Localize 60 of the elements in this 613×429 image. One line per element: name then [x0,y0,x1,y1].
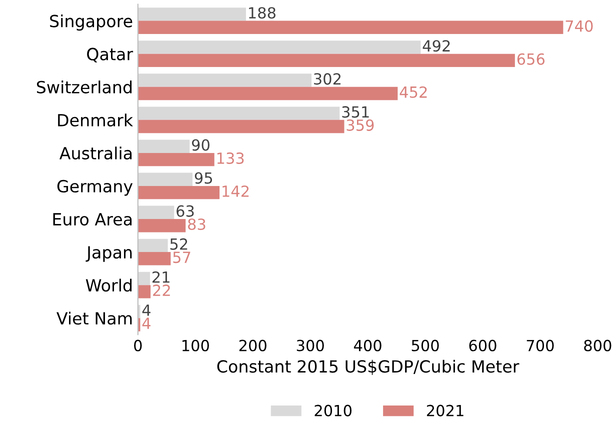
bar [138,152,214,166]
bar [138,74,312,87]
data-label: 142 [222,185,249,197]
data-label: 57 [173,252,190,264]
bar [138,219,186,232]
data-label: 83 [188,218,206,230]
data-label: 4 [142,304,150,316]
data-label: 740 [566,20,593,32]
x-tick-label: 0 [134,340,142,352]
bar [138,120,344,134]
data-label: 359 [346,119,374,131]
y-tick-label: Germany [57,180,133,196]
data-label: 492 [422,40,450,52]
bar [138,8,246,21]
data-label: 302 [314,73,340,85]
y-tick-label: World [86,278,132,292]
bar [138,86,398,100]
data-label: 95 [194,172,212,184]
x-axis-title: Constant 2015 US$GDP/Cubic Meter [217,360,520,375]
bar [138,252,171,266]
data-label: 22 [153,284,170,296]
x-tick-label: 600 [469,340,496,352]
y-tick-label: Australia [59,146,132,160]
bar [138,285,151,298]
y-tick-label: Switzerland [36,80,132,94]
bar [138,106,340,120]
y-tick-label: Singapore [50,14,132,31]
data-label: 133 [217,152,244,164]
bar [138,186,220,200]
y-tick-label: Denmark [58,114,134,126]
bar [138,272,150,286]
data-label: 4 [142,318,150,329]
y-tick-label: Japan [86,246,132,262]
x-tick-label: 700 [526,340,554,352]
bar [138,140,190,153]
bar [138,172,193,186]
bar [138,54,515,68]
data-label: 21 [152,271,170,283]
x-tick-label: 400 [354,340,382,352]
x-tick-label: 300 [296,340,324,352]
data-label: 63 [176,205,194,217]
y-tick-label: Qatar [87,48,134,62]
x-tick-label: 800 [584,340,612,352]
x-tick-label: 200 [239,340,266,352]
data-label: 656 [517,53,545,65]
data-label: 90 [192,139,210,151]
data-label: 188 [249,7,276,19]
bar [138,20,564,34]
y-tick-label: Viet Nam [56,312,132,325]
data-label: 351 [342,106,369,118]
legend-label: 2010 [314,404,352,416]
bar [138,206,174,220]
data-label: 452 [400,86,427,98]
x-tick-label: 500 [412,340,439,352]
x-tick-label: 100 [182,340,209,352]
bar [138,40,421,54]
bar [138,238,168,252]
legend-label: 2021 [426,404,464,416]
data-label: 52 [170,238,188,250]
y-tick-label: Euro Area [53,213,132,226]
